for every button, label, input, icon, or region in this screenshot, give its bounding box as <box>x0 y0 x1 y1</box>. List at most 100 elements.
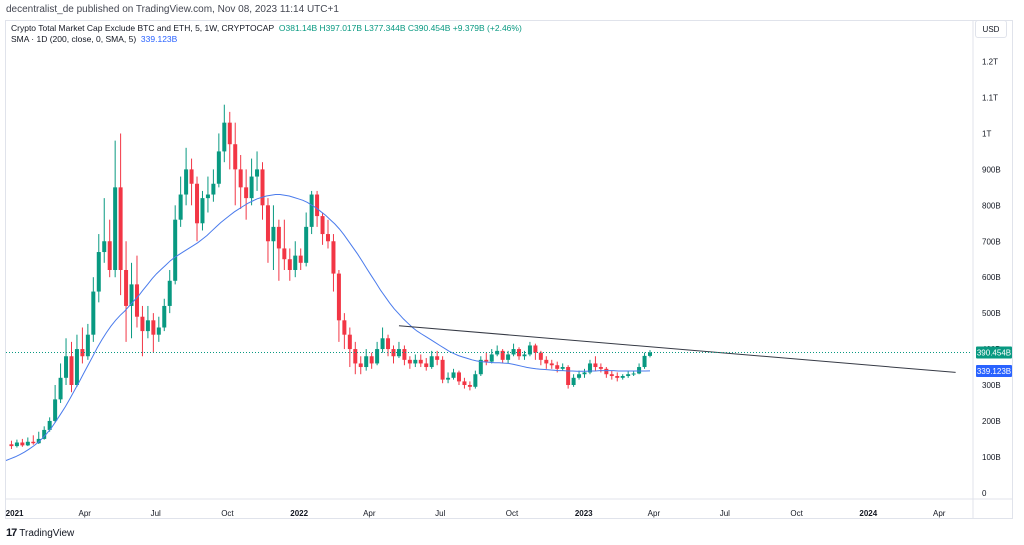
y-tick-label: 1.2T <box>982 58 998 67</box>
x-tick-label: Jul <box>151 509 161 518</box>
candle-body <box>429 356 434 368</box>
candle-body <box>304 226 309 263</box>
candle-body <box>20 442 25 446</box>
candle-body <box>446 377 451 380</box>
candle-body <box>238 169 243 188</box>
candle-body <box>549 363 554 366</box>
candle-body <box>577 374 582 378</box>
candle-body <box>309 194 314 227</box>
y-tick-label: 1T <box>982 129 991 138</box>
candle-body <box>424 363 429 368</box>
y-tick-label: 800B <box>982 201 1001 210</box>
candle-body <box>451 372 456 378</box>
candle-body <box>85 334 90 357</box>
x-tick-label: Apr <box>79 509 92 518</box>
candle-body <box>326 234 330 242</box>
sma-price-label-bg <box>976 364 1012 377</box>
currency-button[interactable]: USD <box>975 20 1007 38</box>
candle-body <box>484 359 489 362</box>
current-price-label: 390.454B <box>977 348 1011 357</box>
y-tick-label: 100B <box>982 453 1001 462</box>
sma-line <box>5 194 651 461</box>
x-tick-label: Apr <box>933 509 946 518</box>
x-tick-label: Apr <box>648 509 661 518</box>
candle-body <box>582 372 587 375</box>
candle-body <box>407 359 412 364</box>
candle-body <box>604 368 609 375</box>
candle-body <box>637 367 642 374</box>
candle-body <box>244 187 249 199</box>
candle-body <box>342 320 347 335</box>
candle-body <box>347 334 352 350</box>
candle-body <box>14 442 19 447</box>
candle-body <box>282 248 287 260</box>
candle-body <box>369 356 374 364</box>
candle-body <box>615 376 620 378</box>
x-tick-label: Oct <box>506 509 519 518</box>
candle-body <box>195 183 200 224</box>
candle-body <box>265 205 270 242</box>
candle-body <box>216 151 221 184</box>
candle-body <box>102 241 107 253</box>
candle-body <box>522 354 527 357</box>
x-tick-label: 2022 <box>290 509 308 518</box>
candle-body <box>375 349 380 364</box>
candle-body <box>233 144 238 170</box>
candle-body <box>544 359 549 364</box>
candle-body <box>200 198 205 224</box>
sma-price-label: 339.123B <box>977 367 1011 376</box>
trend-line <box>398 325 956 373</box>
y-tick-label: 700B <box>982 237 1001 246</box>
candle-body <box>571 377 576 385</box>
candle-body <box>538 352 543 360</box>
candle-body <box>533 345 538 353</box>
candle-body <box>271 226 276 242</box>
candle-body <box>91 291 96 335</box>
y-tick-label: 500B <box>982 309 1001 318</box>
y-tick-label: 1.1T <box>982 94 998 103</box>
candle-body <box>315 194 320 217</box>
candle-body <box>287 259 292 270</box>
current-price-label-bg <box>976 346 1012 359</box>
candle-body <box>396 349 401 357</box>
candle-body <box>124 270 129 306</box>
candle-body <box>145 320 150 332</box>
candle-body <box>227 122 232 145</box>
candle-body <box>156 327 161 335</box>
candle-body <box>255 169 260 177</box>
candle-body <box>648 352 652 356</box>
symbol-title: Crypto Total Market Cap Exclude BTC and … <box>11 23 275 33</box>
x-tick-label: Apr <box>363 509 376 518</box>
candle-body <box>473 374 478 387</box>
candle-body <box>178 194 183 220</box>
sma-legend: SMA · 1D (200, close, 0, SMA, 5) 339.123… <box>11 34 177 44</box>
candle-body <box>489 354 494 362</box>
candle-body <box>380 338 385 350</box>
candle-body <box>211 183 216 195</box>
y-tick-label: 600B <box>982 273 1001 282</box>
candle-body <box>440 359 445 380</box>
candle-body <box>74 349 79 385</box>
y-tick-label: 0 <box>982 489 987 498</box>
x-tick-label: 2021 <box>6 509 24 518</box>
candle-body <box>36 438 41 444</box>
candle-body <box>25 441 30 446</box>
candle-body <box>249 176 254 199</box>
candle-body <box>456 372 461 382</box>
ohlc-values: O381.14B H397.017B L377.344B C390.454B +… <box>278 23 522 33</box>
candle-body <box>336 273 341 321</box>
candle-body <box>500 350 505 360</box>
candle-body <box>69 356 74 385</box>
footer-branding: 17 TradingView <box>6 527 74 539</box>
candle-body <box>80 349 85 357</box>
candle-body <box>386 338 391 350</box>
sma-label: SMA · 1D (200, close, 0, SMA, 5) <box>11 34 137 44</box>
candle-body <box>593 363 598 368</box>
candle-body <box>9 444 14 447</box>
candle-body <box>495 350 500 355</box>
x-tick-label: Jul <box>435 509 445 518</box>
tradingview-logo-icon: 17 <box>6 527 17 539</box>
candle-body <box>129 284 134 306</box>
candle-body <box>113 187 118 270</box>
